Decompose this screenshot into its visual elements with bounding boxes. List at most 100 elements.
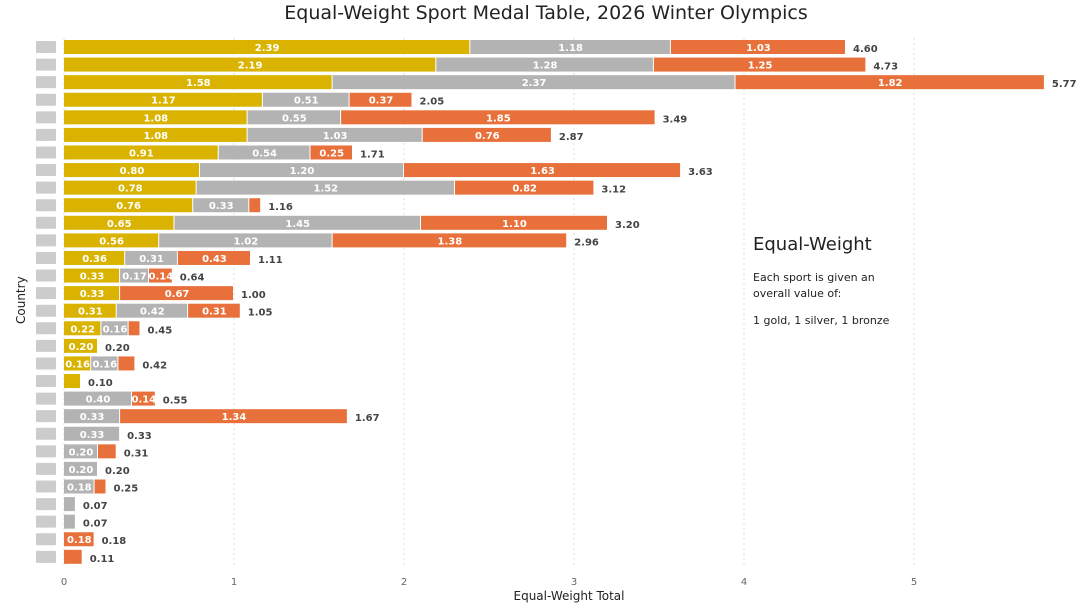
x-tick-label: 5 xyxy=(911,577,917,588)
total-label: 0.20 xyxy=(105,466,130,477)
bar-value-label: 0.82 xyxy=(512,184,537,195)
total-label: 0.07 xyxy=(83,501,108,512)
flag-icon-italy: Italy xyxy=(36,111,56,124)
total-label: 0.18 xyxy=(102,536,127,547)
bar-value-label: 0.55 xyxy=(282,113,307,124)
flag-icon-slovenia: Slovenia xyxy=(36,269,56,282)
bar-value-label: 0.14 xyxy=(132,395,157,406)
flag-icon-sweden: Sweden xyxy=(36,93,56,106)
bar-value-label: 1.38 xyxy=(438,236,463,247)
bar-value-label: 0.91 xyxy=(129,148,154,159)
total-label: 3.12 xyxy=(601,185,626,196)
bar-value-label: 0.51 xyxy=(294,96,319,107)
bar-silver xyxy=(64,409,120,424)
chart-title: Equal-Weight Sport Medal Table, 2026 Win… xyxy=(284,2,808,24)
bar-bronze xyxy=(120,286,233,301)
flag-icon-latvia: Latvia xyxy=(36,445,56,458)
bar-bronze xyxy=(120,409,347,424)
bar-value-label: 0.33 xyxy=(80,289,105,300)
bar-bronze xyxy=(422,127,551,142)
total-label: 1.71 xyxy=(360,149,385,160)
total-label: 3.49 xyxy=(663,114,688,125)
flag-icon-estonia: Estonia xyxy=(36,515,56,528)
bar-silver xyxy=(91,356,118,371)
total-label: 1.00 xyxy=(241,290,266,301)
bar-silver xyxy=(174,215,420,230)
bar-value-label: 0.31 xyxy=(139,254,164,265)
bar-value-label: 1.82 xyxy=(878,78,903,89)
total-label: 5.77 xyxy=(1052,79,1077,90)
bar-bronze xyxy=(249,198,261,213)
bar-silver xyxy=(262,92,349,107)
bar-silver xyxy=(196,180,454,195)
flag-icon-spain: Spain xyxy=(36,287,56,300)
bar-bronze xyxy=(341,110,655,125)
bar-value-label: 1.08 xyxy=(143,131,168,142)
bar-gold xyxy=(64,110,247,125)
bar-value-label: 2.39 xyxy=(255,43,280,54)
bar-silver xyxy=(64,461,97,476)
bar-value-label: 0.33 xyxy=(80,412,105,423)
bar-value-label: 1.63 xyxy=(530,166,555,177)
bar-bronze xyxy=(64,532,94,547)
bar-value-label: 1.34 xyxy=(222,412,247,423)
bar-value-label: 1.45 xyxy=(285,219,310,230)
total-label: 2.96 xyxy=(574,237,599,248)
bar-value-label: 0.22 xyxy=(70,324,95,335)
bar-silver xyxy=(64,497,75,512)
bar-silver xyxy=(64,426,120,441)
bar-value-label: 0.76 xyxy=(475,131,500,142)
bar-value-label: 0.31 xyxy=(202,307,227,318)
bar-value-label: 1.17 xyxy=(151,96,176,107)
bar-gold xyxy=(64,40,470,54)
bar-silver xyxy=(159,233,332,248)
bar-value-label: 0.16 xyxy=(65,359,90,370)
bar-gold xyxy=(64,303,116,318)
total-label: 0.20 xyxy=(105,343,130,354)
flag-icon-germany: Germany xyxy=(36,76,56,89)
flag-icon-bulgaria: Bulgaria xyxy=(36,533,56,546)
bar-value-label: 0.76 xyxy=(116,201,141,212)
bar-value-label: 0.40 xyxy=(86,395,111,406)
flag-icon-france: France xyxy=(36,128,56,141)
bar-gold xyxy=(64,286,120,301)
bar-value-label: 1.03 xyxy=(746,43,771,54)
bar-value-label: 0.36 xyxy=(82,254,107,265)
bar-bronze xyxy=(132,391,155,406)
bar-bronze xyxy=(349,92,412,107)
bar-value-label: 0.78 xyxy=(118,184,143,195)
flag-icon-norway: Norway xyxy=(36,41,56,53)
total-label: 3.63 xyxy=(688,167,713,178)
x-tick-label: 2 xyxy=(401,577,407,588)
bar-gold xyxy=(64,198,193,213)
bar-bronze xyxy=(149,268,172,283)
bar-gold xyxy=(64,374,80,389)
bar-value-label: 0.18 xyxy=(67,483,92,494)
annotation-title: Equal-Weight xyxy=(753,234,872,255)
bar-silver xyxy=(436,57,653,72)
flag-icon-austria: Austria xyxy=(36,181,56,194)
bar-gold xyxy=(64,92,262,107)
bar-gold xyxy=(64,321,101,336)
bar-bronze xyxy=(735,75,1044,90)
bar-gold xyxy=(64,57,436,72)
total-label: 0.25 xyxy=(114,484,139,495)
bar-silver xyxy=(470,40,670,54)
x-tick-label: 0 xyxy=(61,577,67,588)
bar-gold xyxy=(64,163,199,178)
bar-value-label: 0.25 xyxy=(319,148,344,159)
bar-silver xyxy=(193,198,249,213)
bar-value-label: 0.37 xyxy=(369,96,394,107)
bar-bronze xyxy=(94,479,106,494)
flag-icon-denmark: Denmark xyxy=(36,498,56,511)
bar-value-label: 0.31 xyxy=(78,307,103,318)
bar-value-label: 0.65 xyxy=(107,219,132,230)
bar-silver xyxy=(64,514,75,529)
bar-value-label: 0.33 xyxy=(80,430,105,441)
bar-value-label: 1.20 xyxy=(290,166,315,177)
bar-gold xyxy=(64,338,97,353)
flag-icon-belgium: Belgium xyxy=(36,550,56,563)
flag-icon-south-korea: South Korea xyxy=(36,304,56,317)
bar-bronze xyxy=(670,40,845,54)
bar-gold xyxy=(64,233,159,248)
